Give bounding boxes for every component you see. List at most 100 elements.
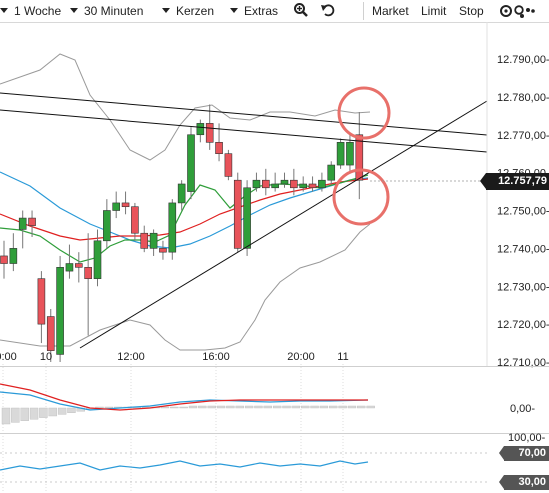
macd-histogram-bar (198, 405, 207, 409)
candle-up (18, 217, 27, 230)
undo-icon[interactable] (320, 2, 336, 21)
candle-down (215, 142, 223, 154)
candle-down (233, 179, 242, 249)
zoom-in-icon[interactable] (293, 2, 309, 21)
macd-zero-label: 0,00- (510, 403, 535, 415)
bollinger-upper-line (0, 53, 371, 161)
macd-histogram-bar (11, 407, 20, 423)
toolbar-divider (363, 2, 364, 20)
macd-signal-line (0, 383, 368, 411)
price-tick-label: 12.750,00- (497, 206, 549, 218)
toolbar-border (0, 22, 549, 23)
macd-histogram-bar (179, 406, 188, 409)
candle-down (261, 179, 270, 189)
macd-histogram-bar (235, 405, 244, 409)
candle-up (318, 179, 326, 189)
candle-up (177, 183, 186, 204)
candle-up (149, 232, 158, 249)
rsi-axis-top-label: 100,00- (508, 432, 546, 444)
interval-dropdown[interactable]: 30 Minuten (70, 3, 143, 19)
macd-histogram-bar (67, 407, 76, 414)
time-tick-label: 10 (40, 351, 52, 363)
highlight-circle-top (337, 86, 391, 140)
candle-up (280, 179, 289, 185)
panel-divider-macd (0, 366, 549, 367)
macd-histogram-bar (160, 406, 170, 409)
macd-histogram-bar (254, 405, 263, 409)
macd-histogram-bar (272, 405, 282, 409)
price-tick-label: 12.740,00- (497, 243, 549, 255)
price-tick-label: 12.770,00- (497, 130, 549, 142)
panel-divider-rsi (0, 433, 549, 434)
candle-up (187, 134, 195, 192)
time-tick-label: 11 (337, 351, 348, 363)
price-tick-label: 12.710,00- (497, 357, 549, 369)
bollinger-lower-line (0, 223, 371, 351)
macd-histogram-bar (338, 405, 347, 409)
macd-histogram-bar (104, 406, 114, 409)
macd-line (0, 391, 369, 411)
candle-up (65, 263, 74, 272)
candle-down (308, 183, 317, 189)
macd-histogram-bar (301, 405, 310, 409)
macd-histogram-bar (20, 407, 29, 422)
candle-up (9, 248, 18, 264)
rsi-line (0, 460, 369, 471)
macd-histogram-bar (357, 405, 366, 409)
macd-histogram-bar (319, 405, 329, 409)
macd-histogram-bar (39, 407, 48, 418)
moving-average-green-line (0, 174, 369, 263)
period-dropdown[interactable]: 1 Woche (0, 3, 61, 19)
time-tick-label: 20:00 (0, 351, 17, 363)
rsi-lower-badge: 30,00 (499, 475, 549, 490)
candle-up (196, 123, 205, 136)
candle-down (28, 217, 36, 226)
macd-histogram-bar (226, 405, 235, 409)
candle-down (0, 255, 8, 264)
macd-histogram-bar (48, 407, 57, 417)
chevron-down-icon (162, 8, 170, 14)
macd-histogram-bar (207, 405, 216, 409)
macd-histogram-bar (29, 407, 39, 420)
candle-up (299, 183, 308, 189)
settings-icon[interactable] (500, 3, 544, 22)
candle-down (121, 202, 130, 208)
time-tick-label: 20:00 (287, 351, 315, 363)
macd-histogram-bar (263, 405, 272, 409)
stop-button[interactable]: Stop (459, 4, 484, 18)
time-tick-label: 12:00 (117, 351, 145, 363)
macd-histogram-bar (170, 406, 179, 409)
highlight-circle-bottom (332, 168, 390, 226)
candle-up (346, 142, 354, 166)
chart-type-dropdown[interactable]: Kerzen (162, 3, 214, 19)
candle-down (205, 123, 214, 143)
price-tick-label: 12.780,00- (497, 92, 549, 104)
extras-dropdown[interactable]: Extras (230, 3, 278, 19)
candle-down (84, 267, 92, 279)
price-tick-label: 12.790,00- (497, 54, 549, 66)
candle-down (355, 134, 364, 181)
macd-histogram-bar (244, 405, 254, 409)
macd-histogram-bar (347, 405, 357, 409)
macd-histogram-bar (216, 405, 226, 409)
candle-up (93, 240, 102, 279)
macd-histogram-bar (291, 405, 301, 409)
chevron-down-icon (70, 8, 78, 14)
candle-up (112, 202, 120, 211)
candle-down (37, 278, 46, 325)
candle-up (243, 187, 251, 249)
limit-button[interactable]: Limit (421, 4, 447, 18)
macd-histogram-bar (95, 406, 104, 409)
time-tick-label: 16:00 (202, 351, 230, 363)
resistance-trendline-lower (0, 109, 488, 153)
candle-up (271, 183, 279, 189)
candle-down (159, 248, 167, 253)
macd-histogram-bar (366, 405, 375, 409)
chevron-down-icon (0, 8, 8, 14)
candle-up (168, 202, 177, 253)
candle-down (131, 206, 139, 234)
support-trendline (79, 100, 488, 349)
candle-down (46, 316, 55, 351)
market-button[interactable]: Market (372, 4, 409, 18)
